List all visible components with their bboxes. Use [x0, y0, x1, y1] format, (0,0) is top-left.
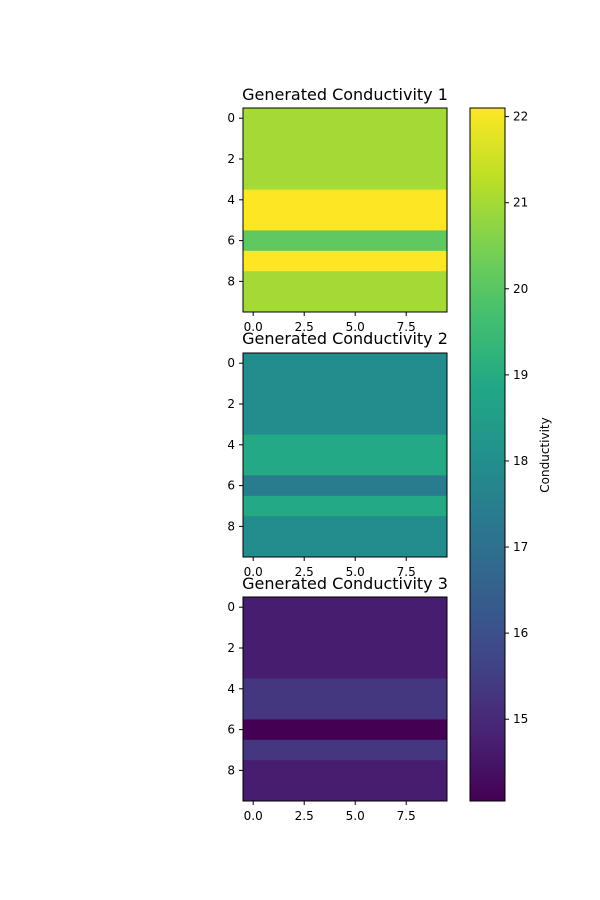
x-ticks-2: 0.0 2.5 5.0 7.5: [244, 557, 416, 579]
colorbar-tick-label-5: 20: [513, 282, 528, 296]
x-ticks-1: 0.0 2.5 5.0 7.5: [244, 312, 416, 334]
heatmap-row-3-5: [243, 699, 447, 720]
heatmap-row-3-9: [243, 780, 447, 802]
x-tick-label-1-0: 0.0: [244, 320, 263, 334]
y-tick-label-1-1: 2: [227, 152, 235, 166]
heatmap-cells-1: [243, 108, 447, 313]
heatmap-row-1-8: [243, 271, 447, 292]
x-tick-label-3-0: 0.0: [244, 809, 263, 823]
y-ticks-3: 0 2 4 6 8: [227, 600, 243, 777]
heatmap-row-1-9: [243, 291, 447, 313]
heatmap-row-2-1: [243, 373, 447, 395]
x-tick-label-3-3: 7.5: [397, 809, 416, 823]
y-tick-label-2-1: 2: [227, 397, 235, 411]
axes-frame-3: [242, 596, 448, 802]
heatmap-row-2-5: [243, 455, 447, 476]
y-tick-label-1-0: 0: [227, 111, 235, 125]
y-tick-label-2-3: 6: [227, 479, 235, 493]
heatmap-row-3-3: [243, 658, 447, 679]
heatmap-row-1-2: [243, 148, 447, 170]
heatmap-panel-2: Generated Conductivity 2 0 2 4 6 8 0.0 2.5 5.0…: [227, 329, 448, 579]
heatmap-row-2-4: [243, 434, 447, 456]
heatmap-row-3-8: [243, 760, 447, 781]
heatmap-row-2-8: [243, 516, 447, 537]
y-tick-label-1-3: 6: [227, 234, 235, 248]
axes-frame-2: [242, 352, 448, 558]
heatmap-row-2-6: [243, 475, 447, 497]
heatmap-panel-1: Generated Conductivity 1 0 2 4 6 8 0.0 2.5 5.0…: [227, 85, 448, 334]
axes-frame-1: [242, 107, 448, 313]
colorbar: 15 16 17 18 19 20 21 22 Conductivity: [469, 107, 552, 802]
y-tick-label-1-4: 8: [227, 274, 235, 288]
x-tick-label-2-0: 0.0: [244, 565, 263, 579]
colorbar-label: Conductivity: [538, 417, 552, 492]
colorbar-tick-label-7: 22: [513, 110, 528, 124]
x-tick-label-1-1: 2.5: [295, 320, 314, 334]
colorbar-tick-label-0: 15: [513, 712, 528, 726]
heatmap-cells-3: [243, 597, 447, 802]
x-tick-label-2-1: 2.5: [295, 565, 314, 579]
panel-title-2: Generated Conductivity 2: [242, 329, 448, 348]
panel-title-1: Generated Conductivity 1: [242, 85, 448, 104]
y-tick-label-2-4: 8: [227, 519, 235, 533]
colorbar-frame: [469, 107, 506, 802]
heatmap-row-2-9: [243, 536, 447, 558]
heatmap-row-3-6: [243, 719, 447, 741]
heatmap-row-3-0: [243, 597, 447, 618]
heatmap-row-3-2: [243, 637, 447, 659]
colorbar-ticks: 15 16 17 18 19 20 21 22: [505, 110, 528, 726]
y-tick-label-3-1: 2: [227, 641, 235, 655]
heatmap-row-1-6: [243, 230, 447, 252]
colorbar-tick-label-1: 16: [513, 626, 528, 640]
y-ticks-1: 0 2 4 6 8: [227, 111, 243, 288]
heatmap-row-1-7: [243, 250, 447, 272]
y-tick-label-2-2: 4: [227, 438, 235, 452]
panel-title-3: Generated Conductivity 3: [242, 574, 448, 593]
y-ticks-2: 0 2 4 6 8: [227, 356, 243, 533]
heatmap-row-2-7: [243, 495, 447, 517]
heatmap-row-3-1: [243, 617, 447, 639]
heatmap-row-3-4: [243, 678, 447, 700]
colorbar-tick-label-6: 21: [513, 196, 528, 210]
heatmap-row-2-2: [243, 393, 447, 415]
heatmap-row-2-0: [243, 353, 447, 374]
colorbar-tick-label-2: 17: [513, 540, 528, 554]
y-tick-label-3-3: 6: [227, 723, 235, 737]
x-tick-label-2-3: 7.5: [397, 565, 416, 579]
x-tick-label-1-3: 7.5: [397, 320, 416, 334]
heatmap-row-2-3: [243, 414, 447, 435]
y-tick-label-3-4: 8: [227, 763, 235, 777]
x-tick-label-2-2: 5.0: [346, 565, 365, 579]
y-tick-label-1-2: 4: [227, 193, 235, 207]
heatmap-row-1-5: [243, 210, 447, 231]
heatmap-row-3-7: [243, 739, 447, 761]
x-ticks-3: 0.0 2.5 5.0 7.5: [244, 801, 416, 823]
x-tick-label-1-2: 5.0: [346, 320, 365, 334]
y-tick-label-3-2: 4: [227, 682, 235, 696]
heatmap-row-1-0: [243, 108, 447, 129]
heatmap-row-1-1: [243, 128, 447, 150]
heatmap-cells-2: [243, 353, 447, 558]
x-tick-label-3-1: 2.5: [295, 809, 314, 823]
y-tick-label-2-0: 0: [227, 356, 235, 370]
x-tick-label-3-2: 5.0: [346, 809, 365, 823]
heatmap-panel-3: Generated Conductivity 3 0 2 4 6 8 0.0 2.5 5.0…: [227, 574, 448, 823]
colorbar-tick-label-4: 19: [513, 368, 528, 382]
y-tick-label-3-0: 0: [227, 600, 235, 614]
colorbar-tick-label-3: 18: [513, 454, 528, 468]
heatmap-row-1-4: [243, 189, 447, 211]
heatmap-row-1-3: [243, 169, 447, 190]
colorbar-gradient: [470, 108, 505, 801]
